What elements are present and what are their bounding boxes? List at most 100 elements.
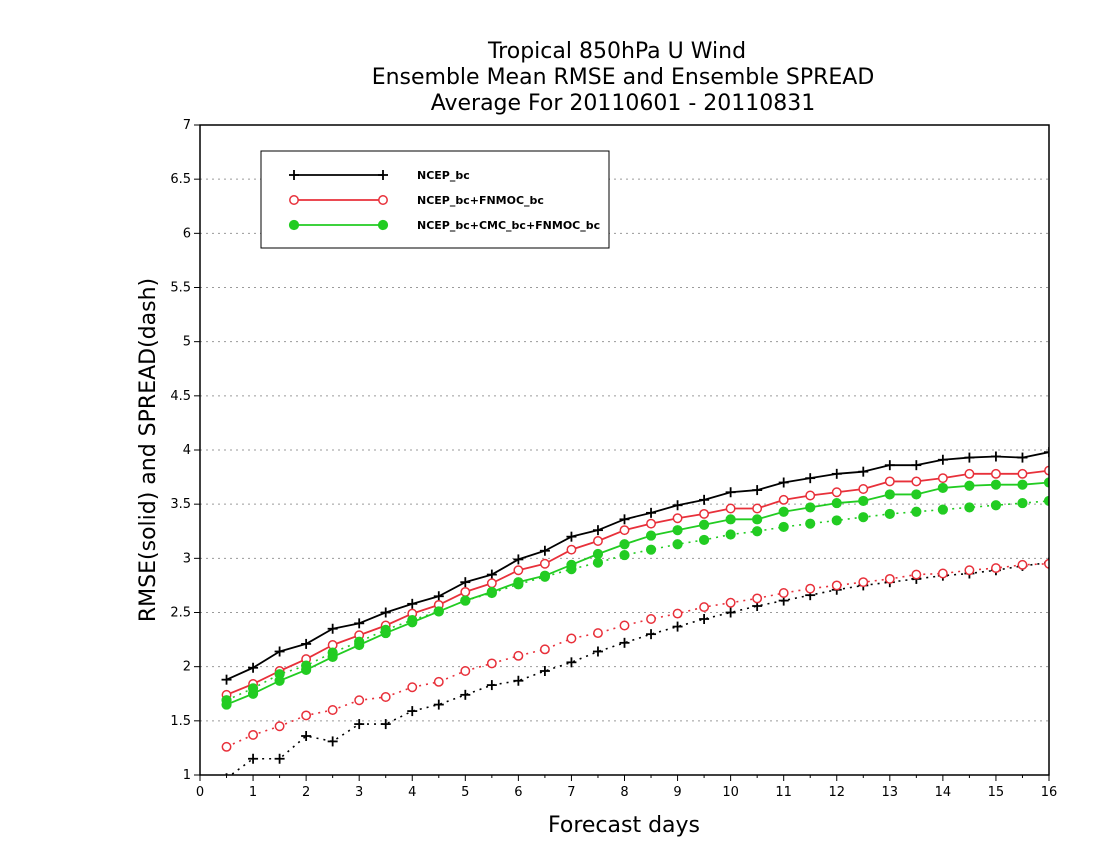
rmse-point xyxy=(1044,465,1049,476)
rmse-point xyxy=(433,591,444,602)
spread-point xyxy=(486,680,497,691)
spread-point xyxy=(911,506,922,517)
rmse-point xyxy=(274,675,285,686)
rmse-point xyxy=(990,479,1002,490)
y-tick-label: 5.5 xyxy=(170,281,191,296)
spread-point xyxy=(619,620,630,631)
spread-point xyxy=(858,512,869,523)
rmse-point xyxy=(778,506,789,517)
x-tick-label: 10 xyxy=(722,785,739,800)
spread-point xyxy=(990,563,1001,574)
rmse-point xyxy=(248,662,259,673)
legend-label: NCEP_bc+FNMOC_bc xyxy=(417,194,544,207)
spread-point xyxy=(407,706,418,717)
chart-title: Tropical 850hPa U Wind Ensemble Mean RMS… xyxy=(372,39,875,116)
rmse-point xyxy=(752,514,763,525)
y-tick-label: 1 xyxy=(183,768,191,783)
rmse-point xyxy=(964,468,975,479)
series-1-spread xyxy=(221,558,1049,752)
spread-point xyxy=(964,502,975,513)
rmse-point xyxy=(1017,468,1028,479)
rmse-point xyxy=(858,495,869,507)
spread-point xyxy=(274,753,285,764)
rmse-point xyxy=(699,508,710,519)
y-tick-label: 7 xyxy=(183,118,191,133)
y-tick-label: 2.5 xyxy=(170,606,191,621)
legend-marker xyxy=(288,219,300,231)
spread-point xyxy=(805,518,816,529)
spread-point xyxy=(831,580,842,591)
spread-point xyxy=(380,692,391,702)
spread-point xyxy=(566,657,577,668)
legend-marker xyxy=(378,195,388,205)
spread-point xyxy=(672,608,683,619)
rmse-point xyxy=(672,513,683,524)
spread-point xyxy=(619,637,630,648)
series-layer xyxy=(221,447,1049,775)
y-tick-label: 3 xyxy=(183,551,191,566)
spread-point xyxy=(513,675,524,686)
spread-line xyxy=(226,500,1049,701)
spread-point xyxy=(937,568,948,579)
rmse-point xyxy=(247,688,259,699)
x-tick-label: 13 xyxy=(882,785,899,800)
rmse-point xyxy=(699,494,710,505)
spread-point xyxy=(274,721,285,732)
spread-point xyxy=(486,658,497,669)
spread-point xyxy=(725,529,736,540)
rmse-point xyxy=(486,569,497,580)
spread-point xyxy=(248,753,259,764)
rmse-point xyxy=(725,487,736,498)
spread-point xyxy=(645,544,657,555)
rmse-point xyxy=(354,618,365,629)
spread-point xyxy=(672,539,683,550)
rmse-point xyxy=(327,623,338,634)
spread-point xyxy=(433,699,444,710)
rmse-point xyxy=(486,578,497,589)
rmse-point xyxy=(884,489,895,500)
spread-point xyxy=(301,731,312,741)
rmse-point xyxy=(752,503,763,514)
spread-point xyxy=(566,633,577,644)
rmse-point xyxy=(354,639,365,651)
rmse-point xyxy=(513,577,524,588)
spread-point xyxy=(752,593,763,604)
rmse-line xyxy=(226,451,1049,681)
legend-marker xyxy=(377,219,389,231)
rmse-point xyxy=(778,494,789,505)
series-0-rmse xyxy=(221,447,1049,685)
rmse-point xyxy=(460,595,471,606)
spread-point xyxy=(221,741,232,752)
spread-point xyxy=(884,508,895,520)
x-axis-label: Forecast days xyxy=(548,813,700,838)
rmse-point xyxy=(566,531,577,542)
spread-point xyxy=(327,705,338,715)
rmse-point xyxy=(460,586,471,597)
spread-point xyxy=(990,500,1002,511)
y-tick-label: 1.5 xyxy=(170,714,191,729)
rmse-point xyxy=(937,454,948,465)
rmse-point xyxy=(937,473,948,484)
rmse-point xyxy=(884,476,895,487)
rmse-point xyxy=(672,525,683,536)
rmse-point xyxy=(460,577,471,588)
rmse-point xyxy=(619,514,630,525)
rmse-point xyxy=(592,548,604,560)
rmse-point xyxy=(513,565,524,576)
y-tick-label: 4 xyxy=(183,443,191,458)
y-tick-label: 4.5 xyxy=(170,389,191,404)
rmse-point xyxy=(592,525,603,536)
x-tick-label: 16 xyxy=(1041,785,1058,800)
spread-point xyxy=(778,521,789,533)
spread-point xyxy=(858,577,869,588)
spread-point xyxy=(592,557,604,568)
rmse-point xyxy=(486,586,497,598)
spread-point xyxy=(248,729,259,740)
rmse-point xyxy=(301,638,312,649)
rmse-point xyxy=(1044,447,1049,458)
spread-point xyxy=(593,628,603,639)
rmse-point xyxy=(274,646,285,657)
legend: NCEP_bc NCEP_bc+FNMOC_bc NCEP_bc+CMC_bc+FN… xyxy=(260,150,610,249)
rmse-point xyxy=(911,489,922,500)
